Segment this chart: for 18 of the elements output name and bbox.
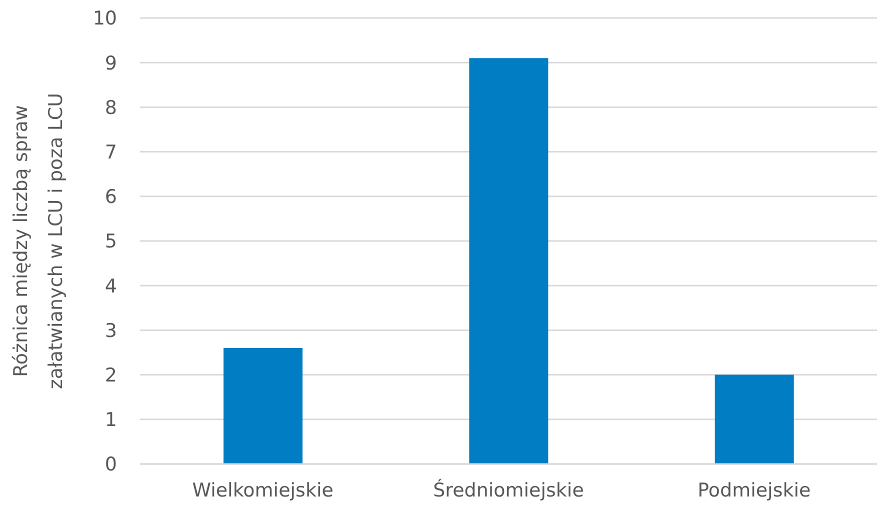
bar	[224, 348, 303, 464]
x-tick-label: Wielkomiejskie	[192, 479, 334, 502]
y-axis-title: Różnica między liczbą spraw załatwianych w LCU i poza LCU	[10, 92, 67, 390]
y-tick-label: 8	[104, 96, 117, 119]
bar	[714, 374, 794, 464]
x-tick-label: Podmiejskie	[698, 479, 811, 502]
bar	[469, 58, 548, 464]
y-tick-label: 0	[104, 454, 117, 476]
y-tick-label: 5	[104, 230, 117, 253]
y-tick-label: 6	[104, 186, 117, 208]
y-tick-label: 10	[92, 8, 117, 30]
y-tick-label: 4	[104, 275, 117, 298]
x-tick-label: Średniomiejskie	[433, 478, 584, 502]
y-tick-label: 3	[104, 320, 117, 342]
y-tick-label: 2	[104, 364, 117, 387]
y-tick-label: 7	[104, 142, 117, 164]
y-tick-label: 1	[104, 409, 117, 432]
y-tick-label: 9	[104, 52, 117, 74]
